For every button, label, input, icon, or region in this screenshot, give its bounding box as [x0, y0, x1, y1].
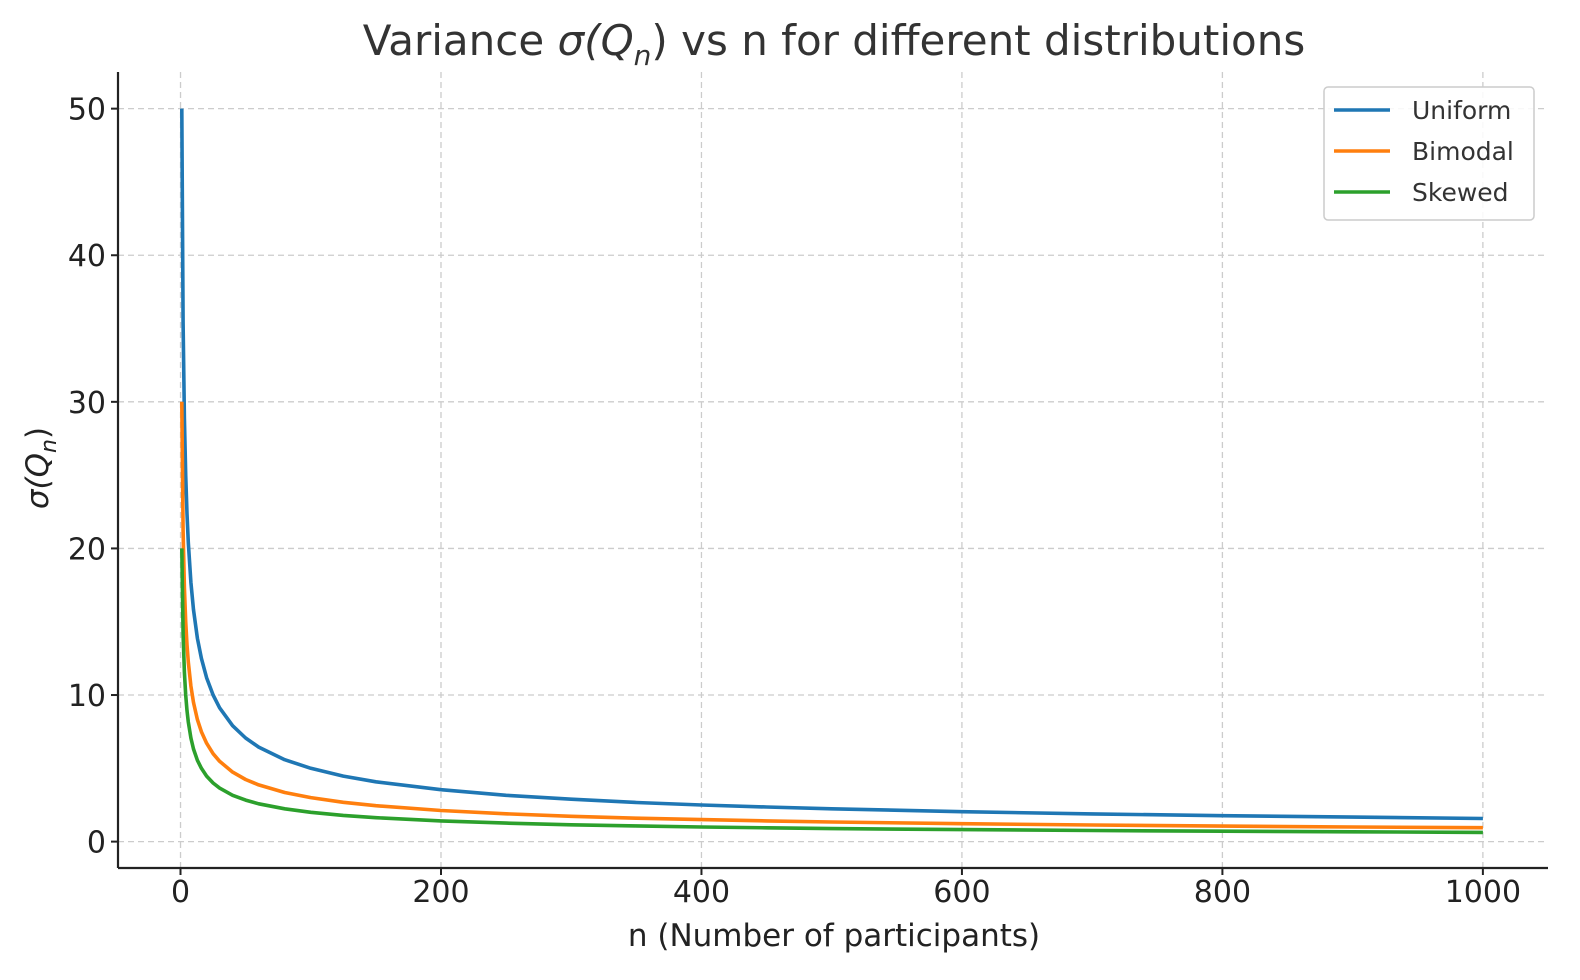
- series-group: [180, 108, 1483, 835]
- x-tick-label: 200: [412, 875, 469, 910]
- series-line-bimodal: [180, 401, 1483, 830]
- grid: [118, 72, 1548, 868]
- series-line-skewed: [180, 548, 1483, 835]
- y-tick-label: 30: [68, 386, 106, 421]
- legend-label: Bimodal: [1412, 137, 1514, 166]
- y-tick-label: 0: [87, 826, 106, 861]
- y-tick-label: 10: [68, 679, 106, 714]
- y-axis-label: σ(Qn): [20, 427, 62, 509]
- x-tick-label: 1000: [1445, 875, 1521, 910]
- y-axis-label-part: σ(: [20, 475, 56, 509]
- chart-title-part: Variance: [363, 16, 558, 65]
- legend: Uniform Bimodal Skewed: [1323, 86, 1535, 221]
- chart-title: Variance σ(Qn) vs n for different distri…: [363, 16, 1305, 72]
- y-tick-label: 40: [68, 239, 106, 274]
- chart-title-part: vs n for different distributions: [668, 16, 1305, 65]
- x-tick-label: 0: [171, 875, 190, 910]
- x-axis-label: n (Number of participants): [628, 918, 1040, 954]
- chart-title-part: Q: [601, 16, 634, 65]
- legend-label: Uniform: [1412, 96, 1511, 125]
- y-axis-label-part: n: [37, 439, 62, 453]
- y-axis-label-part: ): [20, 427, 56, 439]
- y-axis-label-part: Q: [20, 453, 56, 477]
- legend-label: Skewed: [1412, 178, 1509, 207]
- chart-title-part: ): [651, 16, 667, 65]
- legend-box: [1323, 86, 1535, 221]
- y-tick-label: 50: [68, 93, 106, 128]
- chart-title-part: n: [634, 39, 652, 72]
- x-tick-label: 400: [673, 875, 730, 910]
- series-line-uniform: [180, 108, 1483, 821]
- chart-title-part: σ(: [558, 16, 603, 65]
- y-tick-label: 20: [68, 532, 106, 567]
- axes: 0 200 400 600 800 1000 0 10 20 30 40 50: [68, 72, 1548, 910]
- x-tick-label: 600: [933, 875, 990, 910]
- x-tick-label: 800: [1194, 875, 1251, 910]
